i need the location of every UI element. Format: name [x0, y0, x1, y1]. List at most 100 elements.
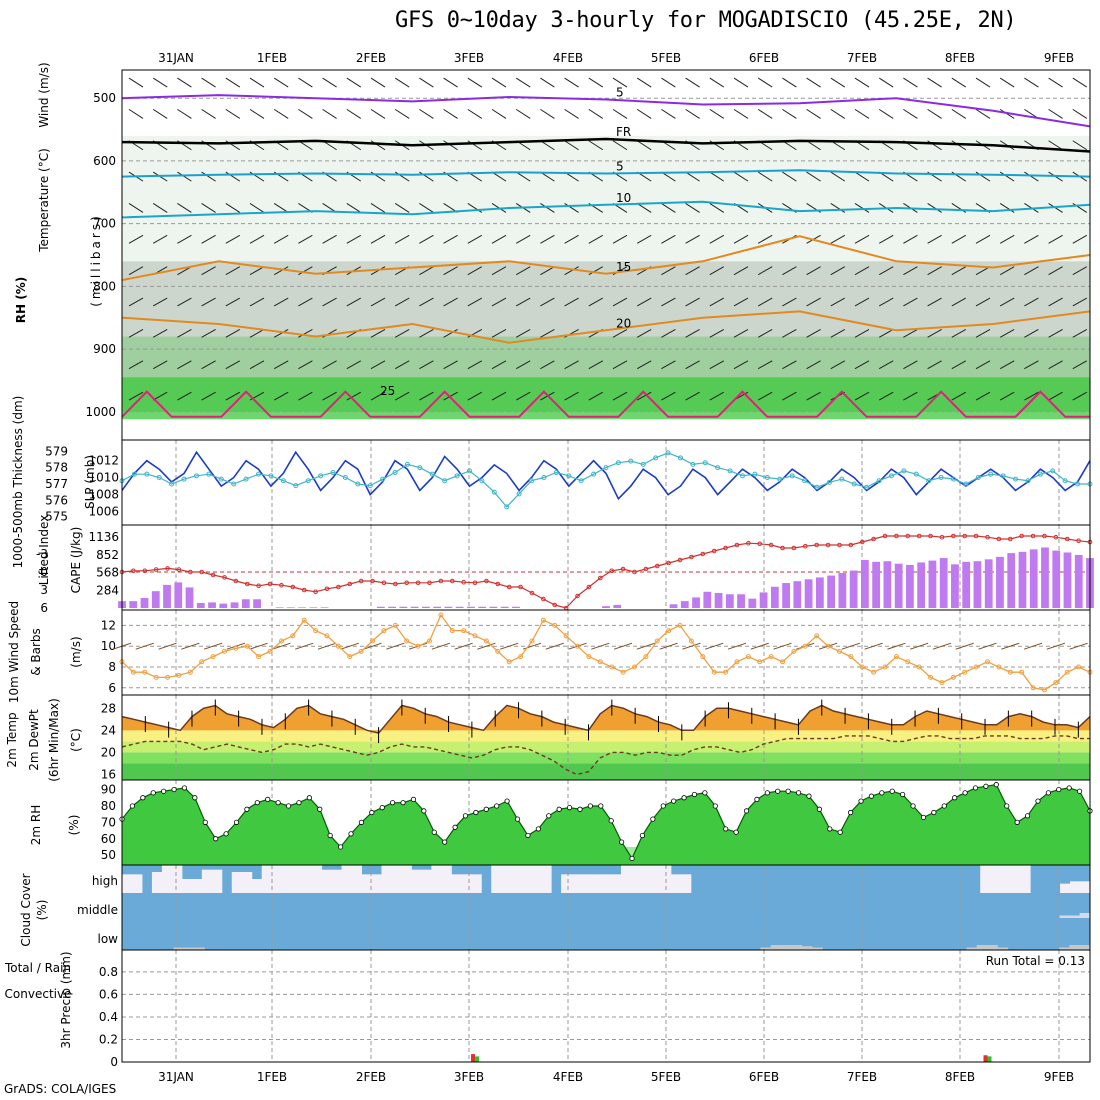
rh-point — [577, 806, 583, 812]
wind-speed-point — [256, 654, 262, 660]
wind-barb — [854, 234, 870, 244]
thickness-point — [417, 465, 423, 471]
wind-barb — [854, 391, 870, 401]
rh-point — [202, 819, 208, 825]
thickness-point — [454, 473, 460, 479]
cape-bar — [1007, 553, 1016, 608]
cloud-high-gap — [980, 865, 991, 893]
cape-bar — [422, 606, 430, 608]
wind-speed-point — [1076, 664, 1082, 670]
wind-barb — [854, 297, 870, 307]
wind-barb — [201, 171, 216, 182]
thickness-point — [169, 481, 175, 487]
wind-barb — [757, 171, 773, 182]
thickness-point — [591, 471, 597, 477]
wind-barb — [298, 297, 313, 307]
cape-bar — [906, 564, 914, 608]
wind-barb — [757, 391, 773, 401]
isotherm-5 — [121, 94, 1091, 128]
pressure-tick-label: 900 — [93, 342, 116, 356]
wind-barb — [927, 266, 942, 276]
wind-speed-point — [324, 633, 330, 639]
thickness-point — [206, 471, 212, 477]
wind-barb — [999, 391, 1015, 401]
rh-point — [556, 806, 562, 812]
date-label-bottom: 2FEB — [356, 1070, 386, 1084]
isotherm-label: 15 — [616, 260, 631, 274]
wind-barb — [443, 329, 458, 338]
wind-barb — [370, 108, 386, 119]
wind-barb — [540, 360, 555, 370]
cape-bar — [714, 593, 723, 608]
surface-barb — [659, 642, 678, 650]
temp-tick-label: 16 — [101, 767, 116, 781]
surface-barb — [1069, 642, 1088, 650]
wind-barb — [854, 266, 870, 276]
cape-bar — [860, 559, 869, 608]
rh-point — [619, 839, 625, 845]
wind-barb — [177, 108, 192, 119]
cloud-high-gap — [321, 869, 333, 893]
precip-tick-label: 0.8 — [99, 965, 118, 979]
cloud-high-gap — [1060, 883, 1071, 893]
thickness-point — [1075, 481, 1081, 487]
wind-tick-label: 12 — [101, 618, 116, 632]
cape-bar — [849, 570, 858, 608]
wind-barb — [298, 266, 313, 276]
cape-tick-label: 852 — [96, 548, 119, 562]
wind-speed-point — [950, 674, 956, 680]
cape-bar — [838, 573, 847, 608]
isotherm-10 — [121, 200, 1091, 219]
wind-barb — [927, 77, 942, 88]
wind-barb — [419, 297, 434, 307]
li-point — [916, 533, 922, 539]
rh-point — [337, 844, 344, 850]
cape-bar — [692, 597, 700, 608]
wind-barb — [1072, 360, 1088, 370]
li-point — [1030, 533, 1036, 539]
rh-tick-label: 80 — [101, 799, 116, 813]
wind-barb — [830, 234, 846, 244]
wind-barb — [201, 266, 216, 276]
wind-barb — [394, 329, 410, 338]
wind-barb — [225, 391, 241, 401]
rh-area — [122, 784, 1090, 865]
cape-bar — [939, 558, 948, 608]
rh-point — [868, 793, 875, 799]
wind-barb — [661, 329, 676, 338]
cloud-high-gap — [181, 879, 193, 893]
wind-speed-point — [962, 669, 968, 675]
wind-barb — [782, 108, 797, 119]
surface-barb — [932, 642, 952, 650]
li-point — [894, 533, 899, 539]
cloud-mid-clear — [1058, 915, 1070, 918]
thickness-point — [566, 473, 572, 479]
wind-speed-point — [688, 638, 694, 644]
wind-barb — [443, 234, 458, 244]
wind-speed-point — [654, 638, 660, 644]
wind-barb — [201, 234, 216, 244]
wind-barb — [201, 108, 216, 119]
rh-point — [504, 798, 510, 804]
wind-barb — [249, 329, 265, 338]
surface-barb — [841, 642, 861, 650]
rh-point — [431, 829, 437, 835]
cloud-high-gap — [521, 865, 532, 893]
date-label-top: 2FEB — [356, 51, 386, 65]
thickness-point — [131, 471, 137, 477]
cloud-high-gap — [1010, 865, 1021, 893]
wind-speed-point — [836, 648, 842, 654]
wind-barb — [1048, 266, 1063, 276]
rh-point — [421, 808, 427, 814]
rh-point — [546, 813, 552, 819]
wind-barb — [491, 77, 507, 88]
wind-barb — [878, 108, 894, 119]
li-point — [279, 582, 284, 588]
wind-barb — [540, 108, 555, 119]
wind-barb — [661, 297, 676, 307]
cape-bar — [928, 560, 937, 608]
rh-point — [535, 826, 541, 832]
wind-barb — [830, 203, 846, 213]
cloud-high-gap — [361, 874, 372, 893]
li-tick-label: 6 — [40, 601, 48, 615]
